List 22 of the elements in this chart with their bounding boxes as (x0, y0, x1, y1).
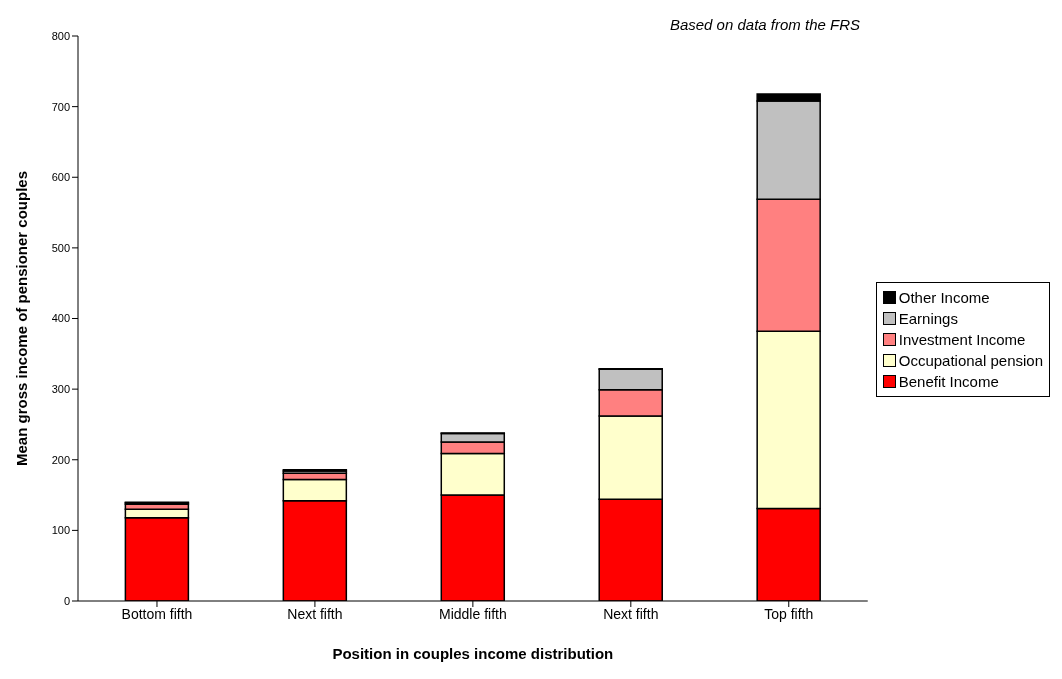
y-tick-label: 100 (51, 524, 70, 537)
legend-label: Investment Income (898, 330, 1026, 350)
y-tick-label: 800 (51, 29, 70, 42)
y-tick-label: 500 (51, 241, 70, 254)
legend-label: Other Income (898, 288, 990, 308)
y-tick-label: 300 (51, 383, 70, 396)
x-tick-label: Next fifth (287, 605, 343, 622)
chart-subtitle: Based on data from the FRS (668, 16, 860, 33)
y-tick-label: 700 (51, 100, 70, 113)
y-tick-label: 600 (51, 171, 70, 184)
legend-label: Earnings (898, 309, 958, 329)
x-axis-title: Position in couples income distribution (332, 645, 614, 662)
x-tick-label: Bottom fifth (121, 605, 193, 622)
x-tick-label: Next fifth (603, 605, 659, 622)
x-tick-label: Top fifth (764, 605, 814, 622)
legend-label: Benefit Income (898, 372, 999, 392)
y-tick-label: 200 (51, 453, 70, 466)
y-tick-label: 400 (51, 312, 70, 325)
legend-label: Occupational pension (898, 351, 1043, 371)
y-tick-label: 0 (63, 594, 70, 607)
x-tick-label: Middle fifth (439, 605, 507, 622)
y-axis-title: Mean gross income of pensioner couples (13, 170, 31, 467)
